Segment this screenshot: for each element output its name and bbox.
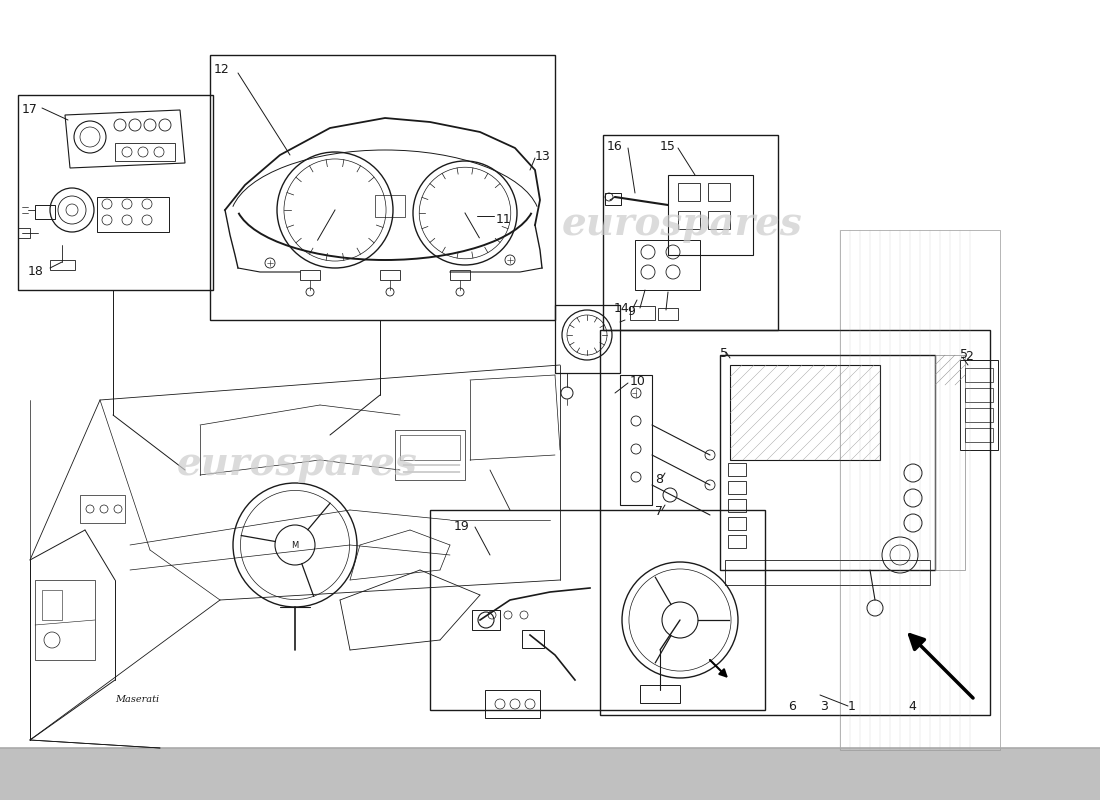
- Text: 18: 18: [28, 265, 44, 278]
- Text: 11: 11: [496, 213, 512, 226]
- Bar: [42, 590, 62, 620]
- Bar: [640, 685, 680, 703]
- Text: 6: 6: [788, 700, 796, 713]
- Bar: [728, 517, 746, 530]
- Bar: [400, 435, 460, 460]
- Bar: [668, 175, 754, 255]
- Bar: [965, 408, 993, 422]
- Bar: [678, 183, 700, 201]
- Bar: [379, 270, 400, 280]
- Text: 17: 17: [22, 103, 37, 116]
- Text: 5: 5: [720, 347, 728, 360]
- Text: 13: 13: [535, 150, 551, 163]
- Bar: [430, 510, 764, 710]
- Text: eurospares: eurospares: [562, 205, 802, 243]
- Text: Maserati: Maserati: [116, 695, 160, 705]
- Bar: [965, 368, 993, 382]
- Bar: [556, 305, 620, 373]
- Text: 14: 14: [614, 302, 629, 315]
- Bar: [395, 430, 465, 480]
- Text: 10: 10: [630, 375, 646, 388]
- Text: 19: 19: [454, 520, 470, 533]
- Bar: [35, 580, 95, 660]
- Bar: [375, 195, 405, 217]
- Bar: [0, 748, 1100, 800]
- Bar: [720, 355, 935, 570]
- Text: 16: 16: [607, 140, 623, 153]
- Bar: [18, 95, 213, 290]
- Bar: [708, 211, 730, 229]
- Bar: [450, 270, 470, 280]
- Text: 5: 5: [960, 348, 968, 361]
- Text: 1: 1: [848, 700, 856, 713]
- Bar: [97, 197, 169, 232]
- Text: 7: 7: [654, 505, 663, 518]
- Bar: [18, 228, 30, 238]
- Text: 3: 3: [820, 700, 828, 713]
- Bar: [635, 240, 700, 290]
- Bar: [935, 355, 965, 570]
- Bar: [965, 388, 993, 402]
- Bar: [605, 193, 621, 205]
- Bar: [678, 211, 700, 229]
- Bar: [658, 308, 678, 320]
- Bar: [728, 481, 746, 494]
- Bar: [725, 560, 929, 585]
- Bar: [728, 499, 746, 512]
- Text: eurospares: eurospares: [177, 445, 417, 483]
- Bar: [840, 230, 1000, 750]
- Bar: [35, 205, 55, 219]
- Bar: [960, 360, 998, 450]
- Bar: [485, 690, 540, 718]
- Bar: [630, 306, 654, 320]
- Bar: [472, 610, 500, 630]
- Bar: [600, 330, 990, 715]
- Bar: [300, 270, 320, 280]
- Bar: [730, 365, 880, 460]
- Bar: [210, 55, 556, 320]
- Text: 2: 2: [965, 350, 972, 363]
- Text: 15: 15: [660, 140, 675, 153]
- Bar: [620, 375, 652, 505]
- Bar: [80, 495, 125, 523]
- Text: M: M: [292, 541, 298, 550]
- Bar: [708, 183, 730, 201]
- Bar: [522, 630, 544, 648]
- Bar: [728, 463, 746, 476]
- Text: 9: 9: [627, 305, 635, 318]
- Text: 12: 12: [214, 63, 230, 76]
- Bar: [50, 260, 75, 270]
- Text: 4: 4: [908, 700, 916, 713]
- Bar: [728, 535, 746, 548]
- Bar: [965, 428, 993, 442]
- Bar: [603, 135, 778, 330]
- Bar: [116, 143, 175, 161]
- Text: 8: 8: [654, 473, 663, 486]
